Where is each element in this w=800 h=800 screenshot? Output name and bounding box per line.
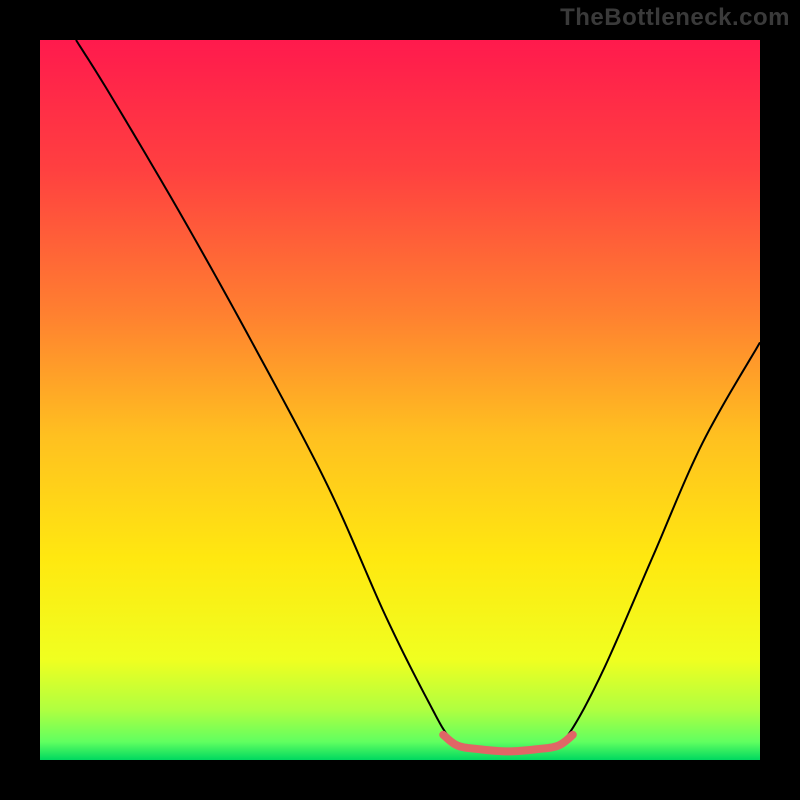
plot-area [40, 40, 760, 760]
watermark-text: TheBottleneck.com [560, 4, 790, 32]
plot-svg [40, 40, 760, 760]
chart-stage: TheBottleneck.com [0, 0, 800, 800]
gradient-background [40, 40, 760, 760]
